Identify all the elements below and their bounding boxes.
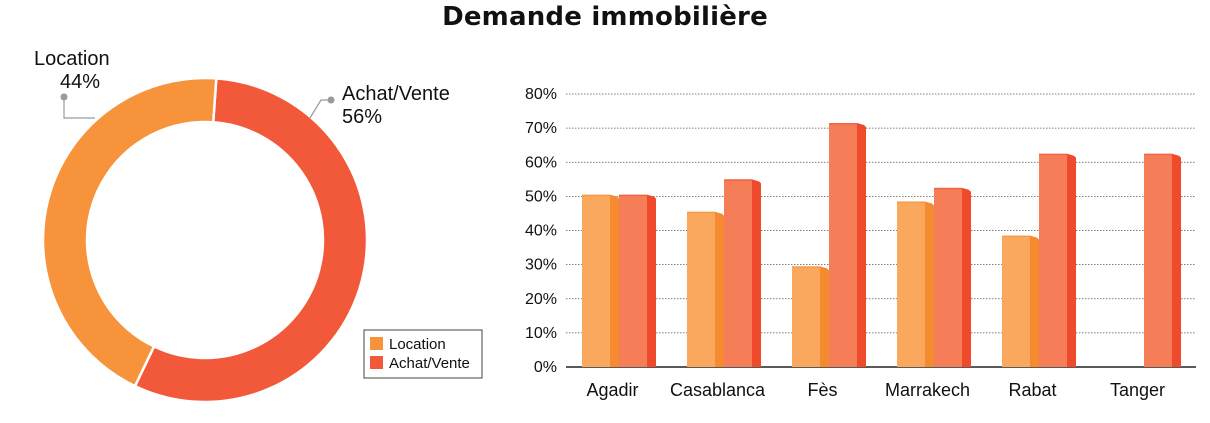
legend-frame (363, 329, 483, 379)
leader-dot-achat (327, 96, 335, 104)
donut-chart (41, 76, 369, 404)
bar-location-agadir (582, 194, 619, 367)
bar-front (619, 194, 647, 367)
bar-chart: 0% 10% 20% 30% 40% 50% 60% 70% 80% Agadir Casablan… (525, 86, 1196, 400)
leader-line-location (63, 97, 95, 119)
slice-label-location-name: Location (34, 48, 110, 70)
bar-achat-vente-rabat (1039, 153, 1076, 367)
bar-top-edge (897, 201, 925, 203)
leader-dot-location (60, 93, 68, 101)
legend-label-location: Location (389, 336, 446, 353)
bar-top-edge (792, 266, 820, 268)
x-category-label: Tanger (1110, 380, 1165, 400)
y-tick-label: 60% (525, 154, 557, 171)
bar-front (582, 194, 610, 367)
bar-achat-vente-fs (829, 123, 866, 367)
y-tick-label: 50% (525, 188, 557, 205)
bar-top-edge (1039, 153, 1067, 156)
y-tick-label: 20% (525, 291, 557, 308)
slice-label-achat-name: Achat/Vente (342, 83, 450, 105)
bar-achat-vente-agadir (619, 194, 656, 367)
bar-top-edge (829, 123, 857, 125)
x-category-label: Agadir (586, 380, 638, 400)
bar-side (752, 179, 761, 367)
bar-front (792, 266, 820, 367)
x-category-label: Casablanca (670, 380, 766, 400)
bar-side (857, 123, 866, 367)
chart-title: Demande immobilière (442, 2, 768, 32)
bar-front (687, 211, 715, 367)
bar-side (1067, 153, 1076, 367)
bar-side (610, 194, 619, 367)
y-tick-label: 10% (525, 325, 557, 342)
bar-top-edge (582, 194, 610, 197)
bar-side (962, 187, 971, 367)
bar-top-edge (934, 187, 962, 190)
donut-labels: Location 44% Achat/Vente 56% (34, 48, 450, 128)
bar-side (715, 211, 724, 367)
y-tick-label: 40% (525, 223, 557, 240)
bar-side (820, 266, 829, 367)
bar-side (647, 194, 656, 367)
bar-location-casablanca (687, 211, 724, 367)
bar-side (925, 201, 934, 367)
slice-label-achat-value: 56% (342, 106, 382, 128)
legend-swatch-location (370, 337, 383, 350)
bar-front (1144, 153, 1172, 367)
bar-location-marrakech (897, 201, 934, 367)
bar-front (897, 201, 925, 367)
slice-label-location-value: 44% (60, 71, 100, 93)
bar-achat-vente-tanger (1144, 153, 1181, 367)
y-tick-label: 80% (525, 86, 557, 103)
legend-swatch-achat-vente (370, 356, 383, 369)
y-tick-label: 70% (525, 120, 557, 137)
bar-side (1030, 235, 1039, 367)
bar-top-edge (1144, 153, 1172, 156)
x-category-label: Fès (807, 380, 837, 400)
bar-top-edge (1002, 235, 1030, 238)
bar-achat-vente-marrakech (934, 187, 971, 367)
bar-front (1002, 235, 1030, 367)
bar-front (724, 179, 752, 367)
bar-location-fs (792, 266, 829, 367)
bar-front (1039, 153, 1067, 367)
bar-top-edge (687, 211, 715, 214)
slice-achat-vente (133, 77, 369, 404)
bar-top-edge (619, 194, 647, 197)
legend: Location Achat/Vente (363, 329, 483, 379)
bar-top-edge (724, 179, 752, 181)
bar-front (829, 123, 857, 367)
y-tick-label: 0% (534, 359, 557, 376)
x-category-label: Marrakech (885, 380, 970, 400)
bar-front (934, 187, 962, 367)
bar-side (1172, 153, 1181, 367)
x-category-label: Rabat (1008, 380, 1056, 400)
y-tick-label: 30% (525, 257, 557, 274)
bar-achat-vente-casablanca (724, 179, 761, 367)
slice-location (41, 76, 218, 388)
bar-location-rabat (1002, 235, 1039, 367)
legend-label-achat-vente: Achat/Vente (389, 355, 470, 372)
leader-line-achat (309, 99, 331, 119)
